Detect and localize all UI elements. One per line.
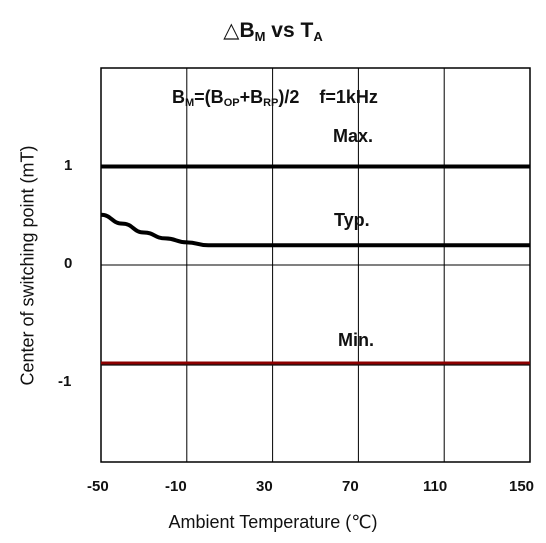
x-tick-label: 70 [342,478,359,495]
x-tick-label: 30 [256,478,273,495]
y-axis-label: Center of switching point (mT) [17,144,38,386]
series-label-typ: Typ. [334,210,370,230]
chart-title: △BM vs TA [223,19,323,44]
x-tick-label: 110 [423,478,448,495]
formula-annotation: BM=(BOP+BRP)/2 f=1kHz [172,87,378,109]
x-tick-label: -50 [87,478,109,495]
series-label-max: Max. [333,126,374,146]
y-tick-label: 1 [64,157,73,174]
x-tick-label: 150 [509,478,535,495]
x-axis-label: Ambient Temperature (℃) [168,512,378,532]
series-label-min: Min. [338,330,374,350]
series-line-typ [100,212,530,248]
plot-frame [100,67,531,463]
x-tick-label: -10 [165,478,187,495]
y-tick-label: -1 [58,373,72,390]
y-tick-label: 0 [64,255,73,272]
